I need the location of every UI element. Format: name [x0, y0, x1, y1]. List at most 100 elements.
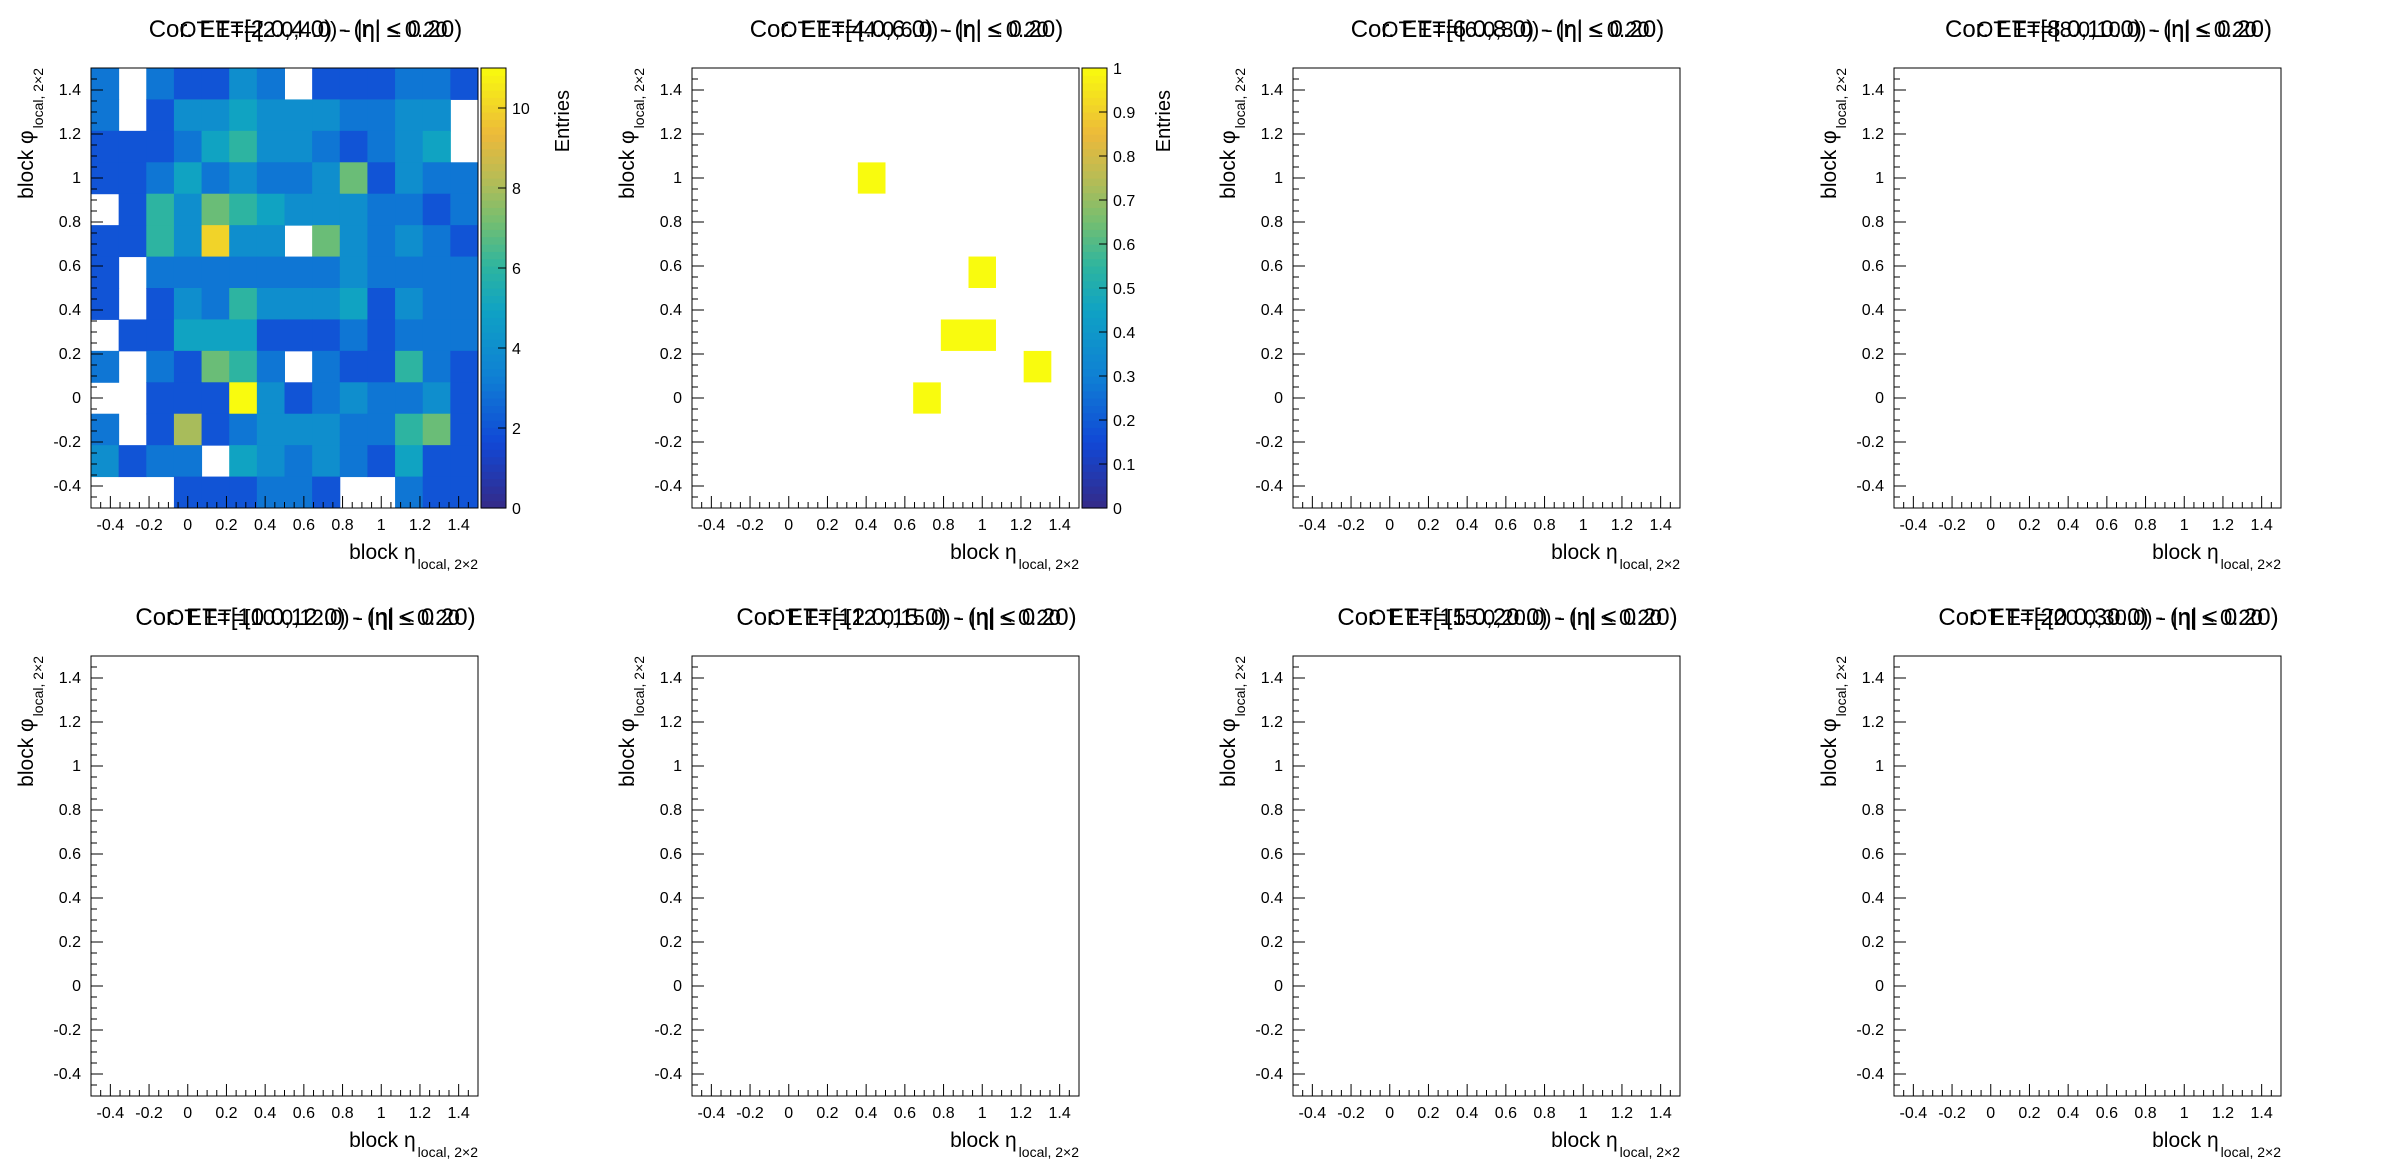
- x-tick-label: -0.4: [97, 517, 125, 534]
- heatmap-cell: [339, 445, 368, 478]
- y-tick-label: -0.4: [1856, 1066, 1884, 1083]
- colorbar-segment: [1082, 178, 1107, 186]
- colorbar-segment: [1082, 332, 1107, 340]
- heatmap-cell: [339, 382, 368, 415]
- heatmap-cell: [118, 162, 147, 195]
- colorbar-segment: [1082, 288, 1107, 296]
- x-tick-label: 0.8: [1533, 517, 1555, 534]
- y-tick-label: -0.2: [1255, 434, 1283, 451]
- colorbar-segment: [1082, 434, 1107, 443]
- heatmap-cell: [422, 130, 451, 163]
- y-axis-label-sub: local, 2×2: [30, 656, 46, 717]
- colorbar-segment: [1082, 185, 1107, 194]
- heatmap-cell: [201, 319, 230, 352]
- colorbar-tick-label: 0.4: [1113, 325, 1135, 342]
- colorbar-segment: [481, 192, 506, 201]
- y-tick-label: 1.2: [59, 126, 81, 143]
- colorbar-segment: [1082, 273, 1107, 282]
- heatmap-cell: [201, 350, 230, 383]
- y-axis-label-main: block φ: [1818, 130, 1841, 198]
- x-tick-label: 0.4: [2057, 1105, 2079, 1122]
- heatmap-cell: [256, 68, 285, 100]
- x-axis-label: block η local, 2×2: [950, 1129, 1079, 1160]
- y-axis-label: block φlocal, 2×2: [1818, 656, 1849, 787]
- heatmap-cell: [146, 68, 175, 100]
- heatmap-cell: [256, 350, 285, 383]
- heatmap-cell: [284, 130, 313, 163]
- y-tick-label: 1.2: [1862, 126, 1884, 143]
- x-tick-label: 1: [978, 1105, 987, 1122]
- colorbar-segment: [1082, 478, 1107, 487]
- heatmap-cell: [312, 193, 341, 226]
- y-tick-label: -0.2: [654, 1022, 682, 1039]
- x-tick-label: 0: [1986, 1105, 1995, 1122]
- heatmap-cell: [422, 193, 451, 226]
- heatmap-cell: [173, 68, 203, 100]
- heatmap-cell: [339, 193, 368, 226]
- y-tick-label: 1.4: [59, 670, 81, 687]
- heatmap-cell: [968, 256, 996, 288]
- x-axis-label-main: block η: [1551, 541, 1618, 564]
- heatmap-cell: [146, 162, 175, 195]
- y-tick-label: 1.2: [1261, 714, 1283, 731]
- colorbar-segment: [481, 346, 506, 355]
- y-axis-label-main: block φ: [1818, 718, 1841, 786]
- panel-title-a: Cor. ET=[20.0,30.0) - (η| ≤ 0.20): [1938, 604, 2278, 631]
- heatmap-cell: [422, 350, 451, 383]
- heatmap-cell: [91, 68, 120, 100]
- heatmap-cell: [229, 193, 258, 226]
- x-tick-label: -0.2: [736, 517, 764, 534]
- panel-title-b: OT ET=[20.0,30.0) - |η| ≤ 0.20: [1970, 605, 2263, 630]
- x-tick-label: 1: [2180, 1105, 2189, 1122]
- heatmap-cell: [422, 162, 451, 195]
- heatmap-cell: [118, 445, 147, 478]
- colorbar-tick-label: 0.3: [1113, 369, 1135, 386]
- colorbar-segment: [481, 398, 506, 406]
- heatmap-cell: [91, 256, 120, 289]
- heatmap-cell: [146, 256, 175, 289]
- panel-title-a: Cor. ET=[15.0,20.0) - (η| ≤ 0.20): [1337, 604, 1677, 631]
- panel-title-b: OT ET=[2.0,4.0) - |η| ≤ 0.20: [179, 17, 447, 42]
- x-tick-label: 0.6: [2096, 1105, 2118, 1122]
- heatmap-cell: [256, 476, 285, 509]
- heatmap-cell: [229, 413, 258, 446]
- y-tick-label: 0.4: [1261, 302, 1283, 319]
- colorbar-segment: [481, 229, 506, 238]
- heatmap-cell: [450, 193, 479, 226]
- y-tick-label: 0.8: [59, 214, 81, 231]
- x-tick-label: 0.6: [1495, 517, 1517, 534]
- heatmap-cell: [229, 130, 258, 163]
- y-axis-label-sub: local, 2×2: [1232, 68, 1248, 129]
- y-axis-label: block φlocal, 2×2: [15, 68, 46, 199]
- colorbar-segment: [481, 486, 506, 494]
- colorbar-segment: [1082, 229, 1107, 238]
- colorbar-segment: [1082, 75, 1107, 84]
- heatmap-cell: [146, 319, 175, 352]
- colorbar-segment: [481, 141, 506, 150]
- heatmap-cell: [201, 68, 230, 100]
- colorbar-tick-label: 0.1: [1113, 457, 1135, 474]
- x-axis-label: block η local, 2×2: [1551, 541, 1680, 572]
- x-tick-label: 0: [1385, 1105, 1394, 1122]
- heatmap-cell: [201, 413, 230, 446]
- heatmap-cell: [229, 476, 258, 509]
- heatmap-cell: [146, 193, 175, 226]
- colorbar-segment: [481, 280, 506, 289]
- heatmap-cell: [312, 476, 341, 509]
- panel-title-b: OT ET=[12.0,15.0) - |η| ≤ 0.20: [768, 605, 1061, 630]
- colorbar-segment: [481, 207, 506, 216]
- colorbar-segment: [481, 368, 506, 377]
- heatmap-cell: [367, 162, 396, 195]
- colorbar-segment: [1082, 119, 1107, 128]
- y-axis-label: block φlocal, 2×2: [1217, 656, 1248, 787]
- x-tick-label: 0.8: [1533, 1105, 1555, 1122]
- y-tick-label: 0.6: [59, 846, 81, 863]
- heatmap-cell: [229, 382, 258, 415]
- colorbar-segment: [481, 302, 506, 311]
- x-tick-label: 0.8: [331, 1105, 353, 1122]
- heatmap-cell: [173, 162, 203, 195]
- colorbar-segment: [1082, 354, 1107, 362]
- x-tick-label: 0.8: [2134, 1105, 2156, 1122]
- heatmap-cell: [395, 99, 424, 132]
- colorbar-segment: [481, 68, 506, 76]
